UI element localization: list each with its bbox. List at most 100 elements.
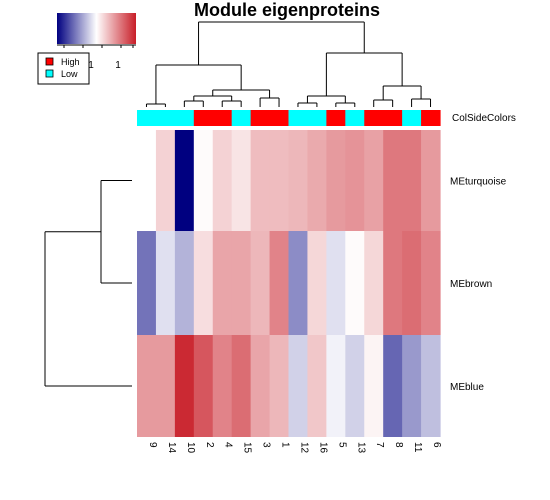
heatmap-cell: [174, 231, 195, 335]
heatmap-cell: [174, 335, 195, 437]
heatmap-cell: [231, 130, 252, 231]
side-color-high: [326, 110, 346, 126]
heatmap-cell: [364, 130, 384, 231]
row-label: MEbrown: [450, 279, 492, 290]
heatmap-cells: [137, 130, 441, 437]
heatmap-cell: [212, 130, 233, 231]
side-color-high: [212, 110, 233, 126]
side-color-low: [402, 110, 422, 126]
heatmap-cell: [326, 231, 346, 335]
heatmap-cell: [307, 335, 327, 437]
heatmap-cell: [212, 231, 233, 335]
heatmap-cell: [155, 335, 176, 437]
side-color-low: [307, 110, 327, 126]
col-side-colors: [137, 110, 441, 126]
heatmap-cell: [326, 130, 346, 231]
heatmap-cell: [383, 335, 403, 437]
column-label: 2: [204, 442, 215, 448]
heatmap-cell: [137, 335, 157, 437]
heatmap-cell: [364, 231, 384, 335]
side-color-low: [155, 110, 176, 126]
chart-title: Module eigenproteins: [194, 0, 380, 20]
side-color-low: [288, 110, 309, 126]
column-label: 6: [431, 442, 442, 448]
column-labels: 9 14 10 2 4 15 3 1 12 16 5 13 7 8 11 6: [147, 442, 442, 454]
side-color-high: [250, 110, 271, 126]
color-key-tick-label: 1: [115, 60, 121, 71]
heatmap-cell: [269, 130, 290, 231]
heatmap-cell: [137, 231, 157, 335]
row-labels: MEturquoise MEbrown MEblue: [450, 177, 507, 394]
column-label: 10: [185, 442, 196, 454]
side-color-high: [269, 110, 290, 126]
heatmap-cell: [326, 335, 346, 437]
side-color-high: [193, 110, 214, 126]
column-label: 16: [317, 442, 328, 454]
column-label: 15: [242, 442, 253, 454]
heatmap-cell: [193, 130, 214, 231]
heatmap-cell: [345, 335, 365, 437]
side-color-low: [345, 110, 365, 126]
column-label: 8: [393, 442, 404, 448]
heatmap-cell: [288, 231, 309, 335]
side-color-low: [137, 110, 157, 126]
heatmap-cell: [307, 130, 327, 231]
heatmap-cell: [137, 130, 157, 231]
side-color-high: [364, 110, 384, 126]
heatmap-cell: [212, 335, 233, 437]
column-label: 14: [166, 442, 177, 454]
row-dendrogram: [44, 180, 132, 387]
heatmap-cell: [402, 231, 422, 335]
heatmap-cell: [288, 130, 309, 231]
color-key-tick-label: 1: [88, 60, 94, 71]
legend-label: Low: [61, 69, 78, 79]
heatmap-cell: [421, 335, 441, 437]
heatmap-cell: [155, 130, 176, 231]
heatmap-cell: [231, 231, 252, 335]
legend: High Low: [37, 52, 90, 85]
column-label: 1: [280, 442, 291, 448]
heatmap-cell: [250, 231, 271, 335]
col-side-colors-label: ColSideColors: [452, 113, 516, 124]
heatmap-cell: [421, 130, 441, 231]
column-label: 12: [298, 442, 309, 454]
column-label: 5: [336, 442, 347, 448]
heatmap-cell: [269, 231, 290, 335]
heatmap-cell: [402, 130, 422, 231]
column-label: 7: [374, 442, 385, 448]
column-label: 9: [147, 442, 158, 448]
heatmap-cell: [155, 231, 176, 335]
legend-swatch: [45, 57, 54, 66]
column-label: 13: [355, 442, 366, 454]
column-label: 3: [261, 442, 272, 448]
heatmap-cell: [193, 335, 214, 437]
heatmap-cell: [383, 231, 403, 335]
heatmap-cell: [288, 335, 309, 437]
heatmap-cell: [364, 335, 384, 437]
heatmap-cell: [193, 231, 214, 335]
side-color-high: [421, 110, 441, 126]
side-color-low: [231, 110, 252, 126]
heatmap-cell: [250, 335, 271, 437]
column-dendrogram: [145, 21, 432, 107]
color-key-bar: [57, 13, 136, 44]
heatmap-cell: [307, 231, 327, 335]
heatmap-cell: [269, 335, 290, 437]
legend-label: High: [61, 57, 80, 67]
legend-swatch: [45, 69, 54, 78]
heatmap-cell: [421, 231, 441, 335]
column-label: 4: [223, 442, 234, 448]
heatmap-cell: [345, 130, 365, 231]
heatmap-cell: [174, 130, 195, 231]
side-color-high: [383, 110, 403, 126]
heatmap-cell: [231, 335, 252, 437]
heatmap-cell: [345, 231, 365, 335]
row-label: MEturquoise: [450, 177, 507, 188]
column-label: 11: [412, 442, 423, 453]
side-color-low: [174, 110, 195, 126]
heatmap-cell: [383, 130, 403, 231]
heatmap-cell: [250, 130, 271, 231]
heatmap-cell: [402, 335, 422, 437]
